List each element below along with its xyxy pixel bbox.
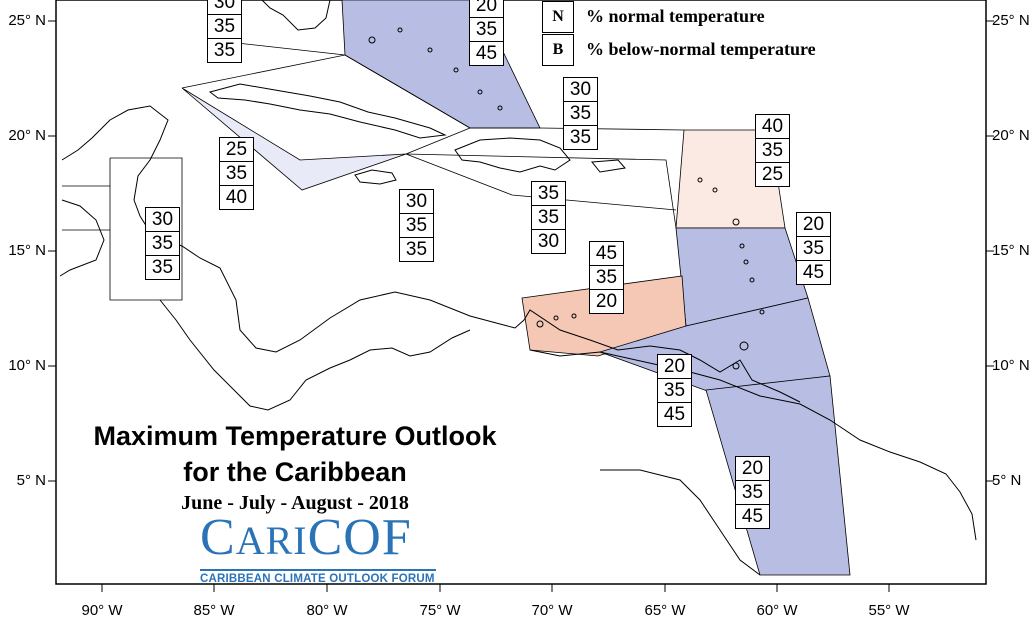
lon-label: 85° W — [193, 602, 235, 619]
prob-above: 45 — [590, 242, 623, 266]
zone-cuba — [181, 87, 407, 191]
legend-label-below: % below-normal temperature — [586, 39, 816, 59]
logo-wordmark: CARICOF — [200, 509, 412, 566]
lat-label: 20° N — [8, 127, 46, 144]
lat-label: 5° N — [16, 472, 46, 489]
lat-label: 25° N — [8, 12, 46, 29]
legend-key-n: N — [542, 0, 574, 33]
prob-above: 30 — [208, 0, 241, 15]
prob-above: 35 — [532, 182, 565, 206]
lat-label: 15° N — [992, 242, 1030, 259]
prob-above: 20 — [470, 0, 503, 18]
legend-normal: N % normal temperature — [542, 0, 765, 33]
prob-box-guianas: 20 35 45 — [735, 456, 770, 529]
prob-normal: 35 — [400, 214, 433, 238]
prob-box-leewards: 40 35 25 — [755, 114, 790, 187]
prob-normal: 35 — [470, 18, 503, 42]
prob-below: 40 — [225, 187, 248, 208]
prob-box-windwards: 20 35 45 — [796, 212, 831, 285]
prob-below: 35 — [151, 257, 174, 278]
prob-below: 20 — [595, 291, 618, 312]
prob-box-abc: 45 35 20 — [589, 241, 624, 314]
lon-label: 55° W — [868, 602, 910, 619]
prob-below: 45 — [475, 43, 498, 64]
prob-above: 40 — [756, 115, 789, 139]
prob-below: 45 — [663, 404, 686, 425]
zone-guianas — [705, 375, 851, 576]
map-title: Maximum Temperature Outlook for the Cari… — [70, 418, 520, 515]
lon-label: 70° W — [531, 602, 573, 619]
legend-key-b: B — [542, 33, 574, 66]
prob-box-jamaica: 30 35 35 — [399, 189, 434, 262]
prob-normal: 35 — [146, 232, 179, 256]
lon-label: 90° W — [81, 602, 123, 619]
title-line-2: for the Caribbean — [183, 457, 407, 487]
prob-above: 20 — [658, 355, 691, 379]
legend-label-normal: % normal temperature — [586, 6, 765, 26]
prob-below: 45 — [802, 262, 825, 283]
lat-label: 15° N — [8, 242, 46, 259]
prob-normal: 35 — [590, 266, 623, 290]
lon-label: 75° W — [419, 602, 461, 619]
prob-box-belize: 30 35 35 — [145, 207, 180, 280]
prob-normal: 35 — [756, 139, 789, 163]
prob-below: 35 — [405, 239, 428, 260]
prob-above: 25 — [220, 138, 253, 162]
logo-tagline: CARIBBEAN CLIMATE OUTLOOK FORUM — [200, 573, 435, 585]
prob-below: 30 — [537, 231, 560, 252]
prob-normal: 35 — [564, 102, 597, 126]
prob-box-cuba: 25 35 40 — [219, 137, 254, 210]
prob-below: 35 — [213, 40, 236, 61]
caricof-logo: CARICOF CARIBBEAN CLIMATE OUTLOOK FORUM — [200, 512, 436, 585]
map-frame — [55, 0, 987, 585]
prob-box-trinidad: 20 35 45 — [657, 354, 692, 427]
prob-below: 35 — [569, 127, 592, 148]
prob-box-turks-caicos: 30 35 35 — [563, 77, 598, 150]
prob-normal: 35 — [532, 206, 565, 230]
prob-below: 25 — [761, 164, 784, 185]
prob-box-bahamas-north: 30 35 35 — [207, 0, 242, 63]
prob-normal: 35 — [220, 162, 253, 186]
prob-above: 30 — [146, 208, 179, 232]
prob-above: 20 — [797, 213, 830, 237]
prob-above: 20 — [736, 457, 769, 481]
lon-label: 65° W — [644, 602, 686, 619]
prob-normal: 35 — [736, 481, 769, 505]
lat-label: 10° N — [8, 357, 46, 374]
prob-above: 30 — [564, 78, 597, 102]
title-line-1: Maximum Temperature Outlook — [93, 421, 497, 451]
lon-label: 60° W — [756, 602, 798, 619]
zone-bahamas — [341, 0, 541, 129]
lon-label: 80° W — [306, 602, 348, 619]
prob-above: 30 — [400, 190, 433, 214]
prob-normal: 35 — [208, 15, 241, 39]
prob-box-bahamas: 20 35 45 — [469, 0, 504, 66]
lat-label: 10° N — [992, 357, 1030, 374]
legend-below: B % below-normal temperature — [542, 33, 816, 66]
title-period: June - July - August - 2018 — [181, 492, 409, 514]
lat-label: 25° N — [992, 12, 1030, 29]
lat-label: 20° N — [992, 127, 1030, 144]
prob-normal: 35 — [658, 379, 691, 403]
prob-below: 45 — [741, 506, 764, 527]
prob-box-hispaniola: 35 35 30 — [531, 181, 566, 254]
logo-rule — [200, 569, 436, 571]
prob-normal: 35 — [797, 237, 830, 261]
lat-label: 5° N — [992, 472, 1022, 489]
